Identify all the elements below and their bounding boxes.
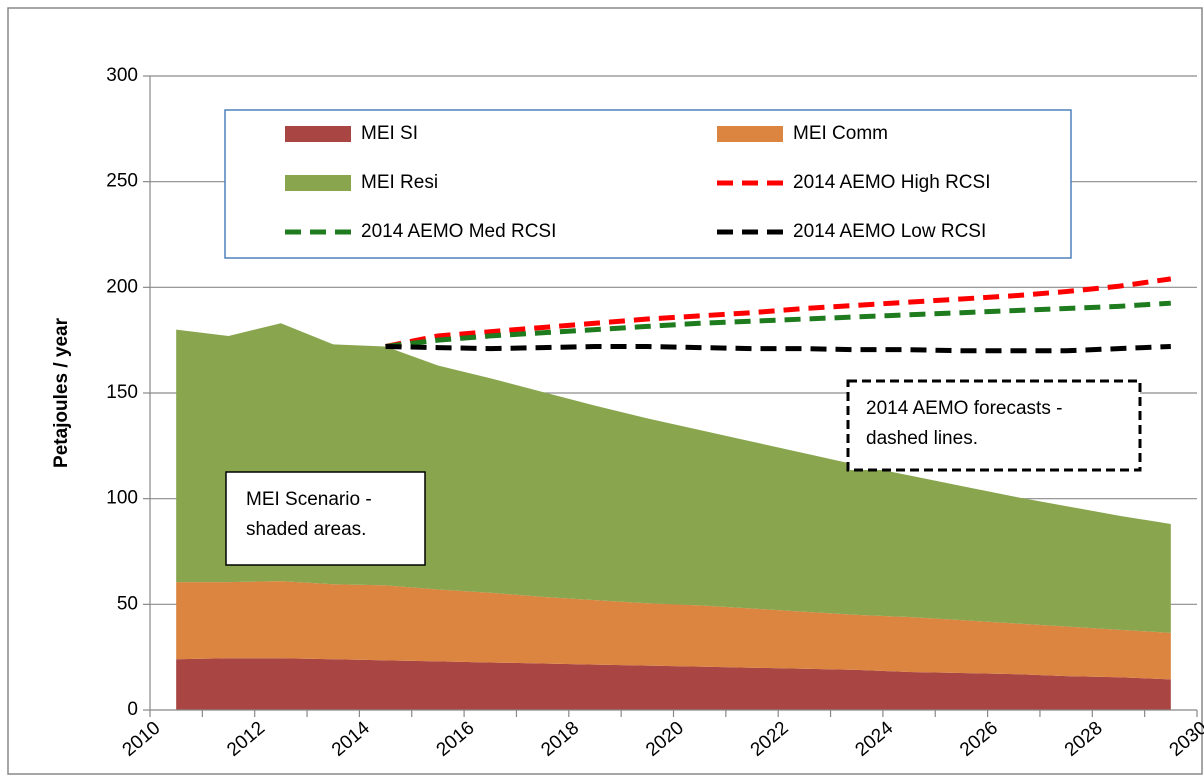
legend-box: [224, 109, 1072, 259]
y-tick-label: 50: [117, 593, 138, 614]
legend-label: 2014 AEMO Low RCSI: [793, 221, 986, 242]
y-tick-label: 100: [106, 488, 138, 509]
annotation: MEI Scenario -: [246, 489, 372, 510]
line: [385, 300, 1171, 349]
legend-label: 2014 AEMO High RCSI: [793, 172, 990, 193]
legend-label: MEI Comm: [793, 123, 888, 144]
line: [385, 276, 1172, 349]
annotation: 2014 AEMO forecasts -: [866, 398, 1062, 419]
legend: MEI SI MEI Comm MEI Resi 2014 AEMO High RCS…: [285, 123, 990, 242]
y-tick-label: 0: [127, 699, 138, 720]
legend-swatch: [285, 126, 351, 142]
legend-label: MEI SI: [361, 123, 418, 144]
y-tick-label: 300: [106, 65, 138, 86]
area: [176, 658, 1171, 710]
annotation: shaded areas.: [246, 519, 366, 540]
y-tick-label: 150: [106, 382, 138, 403]
annotation-box: [225, 471, 426, 566]
annotation: dashed lines.: [866, 428, 978, 449]
legend-swatch: [285, 175, 351, 191]
annotation-box: [846, 379, 1142, 472]
y-tick-label: 250: [106, 171, 138, 192]
legend-swatch: [717, 126, 783, 142]
y-axis-label: Petajoules / year: [51, 317, 72, 468]
y-tick-label: 200: [106, 276, 138, 297]
line: [385, 344, 1171, 354]
legend-label: MEI Resi: [361, 172, 438, 193]
legend-label: 2014 AEMO Med RCSI: [361, 221, 556, 242]
area: [176, 581, 1171, 680]
